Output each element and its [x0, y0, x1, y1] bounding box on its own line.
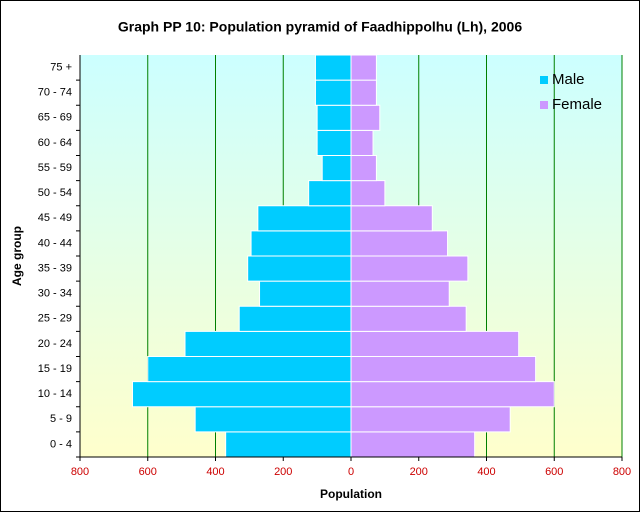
bar — [314, 79, 352, 106]
bar — [350, 129, 374, 156]
x-tick-label: 400 — [206, 466, 224, 478]
bar — [350, 381, 555, 408]
y-tick-label: 60 - 64 — [38, 137, 72, 149]
x-tick-label: 200 — [274, 466, 292, 478]
y-tick-label: 35 - 39 — [38, 262, 72, 274]
bar — [225, 431, 352, 458]
bar — [194, 406, 352, 433]
bar — [184, 330, 352, 357]
bar — [350, 104, 381, 131]
legend-swatch — [540, 101, 548, 109]
y-tick-label: 75 + — [50, 61, 72, 73]
y-tick-label: 20 - 24 — [38, 338, 72, 350]
y-tick-label: 45 - 49 — [38, 212, 72, 224]
bar — [350, 180, 386, 207]
x-tick-label: 400 — [477, 466, 495, 478]
bar — [250, 230, 352, 257]
bar — [350, 431, 476, 458]
bar — [350, 305, 467, 332]
legend-label: Male — [552, 71, 585, 88]
bar — [314, 54, 352, 81]
bar — [350, 356, 537, 383]
bar — [350, 205, 433, 232]
y-tick-label: 10 - 14 — [38, 388, 72, 400]
y-tick-label: 65 - 69 — [38, 112, 72, 124]
y-tick-label: 40 - 44 — [38, 237, 72, 249]
bar — [247, 255, 352, 282]
x-tick-label: 200 — [410, 466, 428, 478]
x-axis-title: Population — [320, 487, 382, 501]
bar — [350, 54, 377, 81]
legend-swatch — [540, 76, 548, 84]
y-tick-label: 0 - 4 — [50, 438, 72, 450]
y-tick-label: 15 - 19 — [38, 363, 72, 375]
bar — [350, 79, 377, 106]
y-tick-label: 70 - 74 — [38, 87, 72, 99]
bar — [350, 406, 511, 433]
bar — [350, 280, 450, 307]
bar — [238, 305, 352, 332]
bar — [316, 129, 352, 156]
x-tick-label: 0 — [348, 466, 354, 478]
bar — [147, 356, 352, 383]
x-tick-label: 800 — [71, 466, 89, 478]
y-axis-title: Age group — [10, 226, 24, 286]
chart-title: Graph PP 10: Population pyramid of Faadh… — [118, 19, 522, 35]
bar — [350, 155, 377, 182]
y-tick-label: 25 - 29 — [38, 313, 72, 325]
bar — [316, 104, 352, 131]
y-tick-label: 5 - 9 — [50, 413, 72, 425]
bar — [259, 280, 352, 307]
x-tick-label: 600 — [139, 466, 157, 478]
bar — [321, 155, 352, 182]
y-tick-label: 50 - 54 — [38, 187, 72, 199]
legend-label: Female — [552, 96, 602, 113]
bar — [350, 230, 449, 257]
bar — [257, 205, 352, 232]
bar — [132, 381, 352, 408]
y-tick-label: 30 - 34 — [38, 288, 72, 300]
x-tick-label: 800 — [613, 466, 631, 478]
bar — [350, 255, 469, 282]
x-tick-label: 600 — [545, 466, 563, 478]
bar — [308, 180, 352, 207]
y-tick-label: 55 - 59 — [38, 162, 72, 174]
bar — [350, 330, 520, 357]
